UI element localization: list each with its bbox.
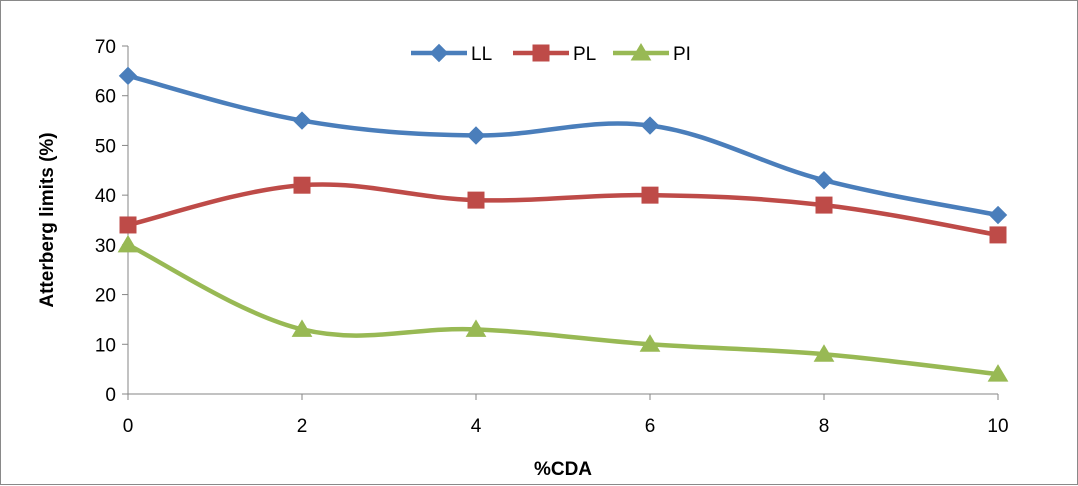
legend-label: LL [471, 44, 492, 65]
data-point-pi [639, 334, 661, 352]
data-point-pl [815, 196, 833, 214]
y-tick-label: 20 [95, 286, 116, 307]
legend-label: PL [573, 44, 596, 65]
x-axis-title: %CDA [534, 459, 592, 480]
data-point-pl [989, 226, 1007, 244]
legend-item-pl: PL [513, 44, 596, 65]
legend-marker [532, 44, 550, 62]
series-layer [117, 66, 1009, 382]
data-point-ll [466, 126, 486, 145]
data-point-pi [987, 364, 1009, 382]
data-point-pl [641, 186, 659, 204]
legend-label: PI [673, 44, 691, 65]
x-tick-label: 2 [297, 416, 308, 437]
data-point-ll [292, 111, 312, 130]
legend: LL PL PI [411, 43, 691, 65]
data-point-pi [117, 234, 139, 253]
data-point-pl [119, 216, 137, 234]
series-line-pl [125, 182, 1001, 238]
data-point-ll [814, 171, 834, 190]
series-line-pi [125, 242, 1001, 377]
legend-item-pi: PI [613, 43, 691, 65]
y-tick-label: 50 [95, 136, 116, 157]
y-tick-label: 0 [105, 385, 116, 406]
axes: 0 10 20 30 40 50 60 70 0 2 4 6 8 10 [95, 37, 1009, 437]
legend-item-ll: LL [411, 43, 492, 65]
y-tick-label: 70 [95, 37, 116, 58]
legend-marker [429, 43, 449, 63]
y-tick-label: 40 [95, 186, 116, 207]
y-tick-label: 60 [95, 87, 116, 108]
x-tick-label: 8 [819, 416, 830, 437]
series-line-ll [125, 73, 1001, 218]
data-point-pl [293, 176, 311, 194]
data-point-pi [813, 344, 835, 362]
data-point-pi [291, 319, 313, 337]
y-axis-title: Atterberg limits (%) [37, 132, 58, 307]
x-tick-label: 0 [123, 416, 134, 437]
data-point-ll [640, 116, 660, 135]
series-pi [117, 234, 1009, 382]
data-point-ll [118, 66, 138, 86]
series-pl [119, 176, 1007, 244]
series-ll [118, 66, 1008, 225]
x-tick-label: 4 [471, 416, 482, 437]
x-tick-label: 10 [987, 416, 1008, 437]
data-point-pl [467, 191, 485, 209]
legend-marker [630, 43, 652, 61]
data-point-ll [988, 205, 1008, 225]
data-point-pi [465, 319, 487, 337]
x-tick-label: 6 [645, 416, 656, 437]
y-tick-label: 30 [95, 236, 116, 257]
y-tick-label: 10 [95, 335, 116, 356]
